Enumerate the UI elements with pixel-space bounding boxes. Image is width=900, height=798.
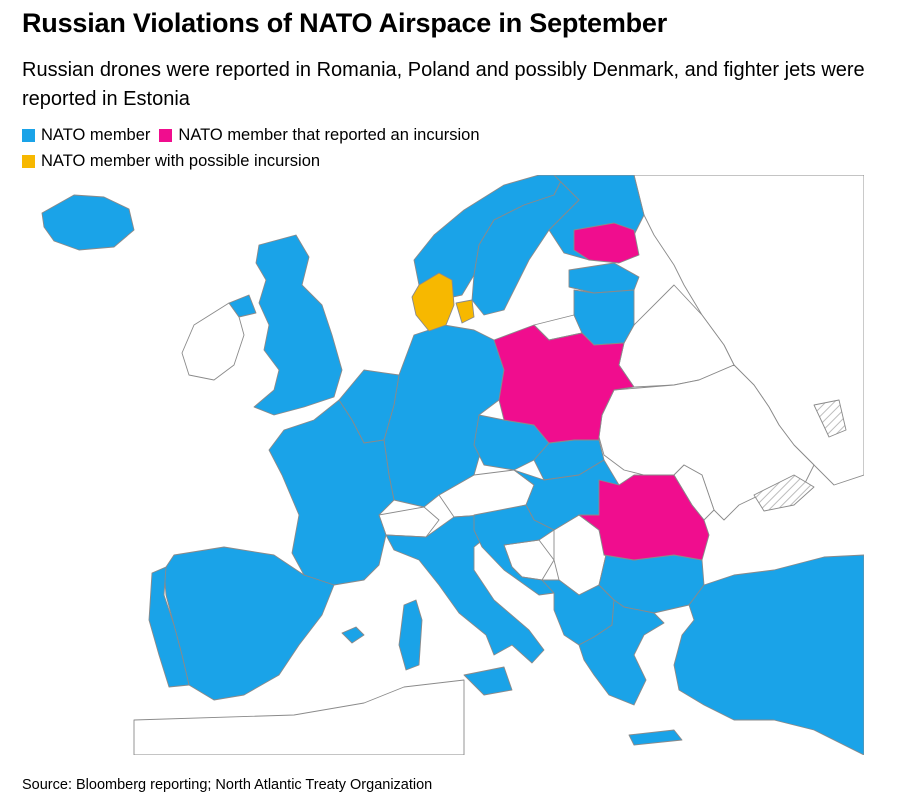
region-crete: [628, 729, 683, 746]
region-slovenia-croatia: [473, 504, 555, 596]
region-donbas-hatch: [813, 399, 847, 438]
region-switzerland: [378, 506, 440, 538]
legend-item-nato: NATO member: [22, 122, 150, 148]
legend-swatch-nato: [22, 128, 35, 142]
region-sicily: [463, 666, 513, 696]
region-ukraine: [598, 364, 815, 521]
region-latvia: [568, 262, 640, 294]
legend-item-possible: NATO member with possible incursion: [22, 148, 320, 174]
region-iceland: [41, 194, 135, 251]
legend-label-possible: NATO member with possible incursion: [41, 152, 321, 170]
region-northern-ireland: [228, 294, 257, 318]
region-ireland: [181, 302, 245, 381]
region-north-africa: [133, 679, 465, 755]
region-crimea-hatch: [753, 474, 815, 512]
legend: NATO member NATO member that reported an…: [22, 122, 489, 174]
region-poland: [493, 324, 635, 444]
legend-row-1: NATO member NATO member that reported an…: [22, 122, 489, 148]
europe-map: [41, 175, 864, 755]
region-portugal: [148, 566, 190, 688]
legend-item-incursion: NATO member that reported an incursion: [159, 122, 480, 148]
region-denmark: [411, 272, 475, 332]
legend-swatch-incursion: [159, 128, 173, 142]
region-sardinia-corsica: [398, 599, 423, 671]
region-turkey: [673, 554, 864, 755]
map-title: Russian Violations of NATO Airspace in S…: [22, 8, 668, 38]
region-romania: [578, 474, 710, 561]
map-subtitle: Russian drones were reported in Romania,…: [22, 59, 865, 110]
region-great-britain: [253, 234, 343, 416]
region-spain: [163, 546, 335, 701]
region-estonia: [573, 222, 640, 264]
legend-label-nato: NATO member: [41, 126, 151, 144]
source-note: Source: Bloomberg reporting; North Atlan…: [22, 777, 433, 793]
legend-label-incursion: NATO member that reported an incursion: [178, 126, 480, 144]
legend-swatch-possible: [22, 154, 35, 168]
region-greece: [578, 599, 665, 706]
region-balearics: [341, 626, 365, 644]
legend-row-2: NATO member with possible incursion: [22, 148, 489, 174]
